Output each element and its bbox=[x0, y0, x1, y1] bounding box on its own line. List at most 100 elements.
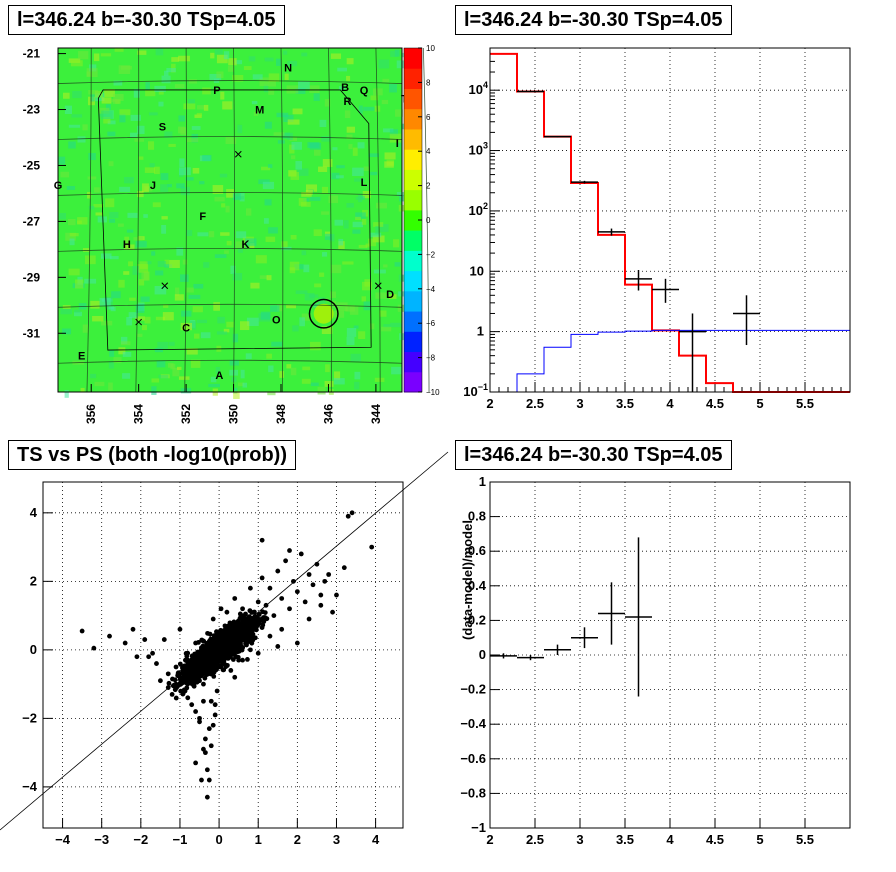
map-texture bbox=[162, 312, 174, 321]
x-tick-label: 3 bbox=[333, 832, 340, 847]
y-tick-exponent: −1 bbox=[478, 382, 488, 392]
map-texture bbox=[309, 85, 320, 94]
map-texture bbox=[372, 235, 385, 243]
scatter-point bbox=[178, 679, 184, 685]
scatter-point bbox=[249, 640, 255, 646]
map-texture bbox=[144, 167, 156, 173]
map-texture bbox=[176, 183, 185, 189]
source-label: F bbox=[199, 211, 206, 223]
map-texture bbox=[210, 376, 217, 383]
map-texture bbox=[233, 391, 240, 399]
y-tick-label: -27 bbox=[23, 214, 41, 228]
map-texture bbox=[276, 112, 289, 118]
map-texture bbox=[301, 313, 312, 321]
map-texture bbox=[161, 75, 171, 84]
ts-vs-ps-title: TS vs PS (both -log10(prob)) bbox=[8, 440, 296, 470]
map-texture bbox=[154, 347, 163, 353]
map-texture bbox=[86, 68, 98, 77]
x-tick-label: −2 bbox=[133, 832, 148, 847]
scatter-point bbox=[204, 794, 210, 800]
map-texture bbox=[389, 84, 397, 93]
map-texture bbox=[368, 238, 377, 247]
scatter-point bbox=[173, 695, 179, 701]
map-texture bbox=[188, 99, 195, 104]
map-texture bbox=[232, 272, 243, 281]
map-texture bbox=[266, 275, 272, 281]
y-tick-label: 2 bbox=[30, 573, 37, 588]
colorbar-tick-label: −2 bbox=[426, 250, 436, 259]
source-cross bbox=[135, 318, 143, 326]
map-grid-meridian bbox=[328, 47, 332, 393]
map-texture bbox=[128, 312, 138, 319]
scatter-point bbox=[229, 644, 234, 649]
scatter-point bbox=[194, 655, 200, 661]
map-texture bbox=[325, 364, 330, 373]
map-texture bbox=[82, 324, 89, 333]
scatter-point bbox=[253, 615, 258, 621]
map-texture bbox=[239, 321, 250, 331]
map-texture bbox=[109, 211, 119, 219]
scatter-point bbox=[298, 551, 304, 557]
map-texture bbox=[90, 94, 95, 102]
map-texture bbox=[108, 382, 113, 391]
map-texture bbox=[163, 304, 169, 308]
scatter-point bbox=[194, 675, 200, 680]
map-texture bbox=[77, 220, 82, 224]
map-texture bbox=[214, 254, 227, 259]
x-tick-label: 4 bbox=[666, 832, 674, 847]
map-texture bbox=[263, 84, 269, 93]
map-texture bbox=[286, 304, 296, 309]
map-grid-meridian bbox=[422, 47, 430, 393]
scatter-point bbox=[314, 561, 320, 567]
map-texture bbox=[363, 106, 375, 111]
map-texture bbox=[369, 323, 375, 330]
map-texture bbox=[226, 240, 232, 246]
colorbar-cell bbox=[404, 48, 422, 69]
map-texture bbox=[267, 391, 276, 396]
map-texture bbox=[182, 259, 188, 265]
map-texture bbox=[186, 230, 193, 237]
map-texture bbox=[346, 126, 356, 133]
x-tick-label: 5 bbox=[756, 396, 763, 411]
x-tick-label: 352 bbox=[179, 404, 193, 424]
y-tick-label: -25 bbox=[23, 158, 41, 172]
map-texture bbox=[313, 229, 322, 237]
map-texture bbox=[209, 73, 222, 81]
y-tick-label: −0.6 bbox=[460, 751, 486, 766]
map-texture bbox=[352, 229, 361, 234]
map-texture bbox=[399, 333, 407, 341]
y-tick-label: 0.6 bbox=[468, 543, 486, 558]
scatter-point bbox=[184, 685, 190, 691]
scatter-point bbox=[232, 674, 238, 680]
map-texture bbox=[306, 184, 318, 192]
x-tick-label: 4.5 bbox=[706, 396, 724, 411]
scatter-point bbox=[318, 602, 324, 608]
map-texture bbox=[236, 231, 247, 239]
map-texture bbox=[137, 50, 147, 55]
map-texture bbox=[313, 303, 320, 308]
map-texture bbox=[129, 297, 136, 301]
map-texture bbox=[334, 371, 341, 380]
scatter-point bbox=[150, 650, 155, 656]
map-texture bbox=[373, 88, 383, 96]
colorbar-tick-label: −4 bbox=[426, 285, 436, 294]
map-texture bbox=[167, 184, 172, 188]
source-label: E bbox=[78, 351, 85, 363]
scatter-point bbox=[134, 654, 140, 660]
scatter-point bbox=[226, 631, 231, 637]
map-texture bbox=[383, 324, 391, 328]
map-texture bbox=[318, 166, 328, 172]
y-tick-exponent: 4 bbox=[483, 80, 488, 90]
map-grid-parallel bbox=[57, 136, 403, 140]
x-tick-label: 0 bbox=[215, 832, 222, 847]
map-texture bbox=[141, 325, 147, 331]
map-texture bbox=[71, 114, 83, 118]
map-texture bbox=[164, 259, 170, 267]
colorbar-tick-label: −6 bbox=[426, 319, 436, 328]
map-texture bbox=[362, 281, 372, 291]
y-tick-label: −4 bbox=[22, 779, 38, 794]
map-texture bbox=[178, 126, 185, 134]
y-tick-exponent: 2 bbox=[483, 201, 488, 211]
map-texture bbox=[246, 317, 259, 326]
map-texture bbox=[389, 129, 399, 136]
